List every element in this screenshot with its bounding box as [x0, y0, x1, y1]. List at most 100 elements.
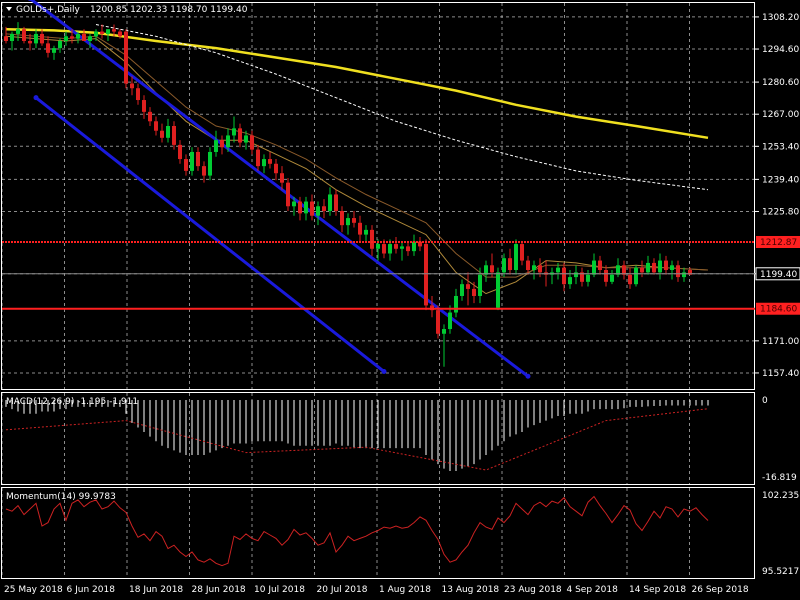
candle[interactable] [190, 147, 194, 176]
candle[interactable] [556, 262, 560, 280]
candle[interactable] [520, 241, 524, 266]
candle[interactable] [442, 324, 446, 367]
candle[interactable] [256, 144, 260, 171]
candle[interactable] [394, 236, 398, 254]
candle[interactable] [664, 255, 668, 275]
candle[interactable] [466, 272, 470, 306]
candle[interactable] [142, 95, 146, 119]
candle[interactable] [316, 201, 320, 226]
candle[interactable] [352, 210, 356, 228]
candle[interactable] [124, 29, 128, 89]
candle[interactable] [232, 116, 236, 143]
candle[interactable] [568, 270, 572, 289]
candle[interactable] [130, 76, 134, 96]
candle[interactable] [64, 31, 68, 46]
candle[interactable] [160, 123, 164, 143]
candle[interactable] [172, 121, 176, 150]
candle[interactable] [280, 166, 284, 190]
candle[interactable] [94, 29, 98, 42]
candle[interactable] [436, 305, 440, 339]
candle[interactable] [334, 189, 338, 216]
candle[interactable] [598, 255, 602, 275]
candle[interactable] [304, 196, 308, 221]
candle[interactable] [82, 29, 86, 42]
candle[interactable] [574, 265, 578, 285]
candle[interactable] [34, 29, 38, 49]
candle[interactable] [628, 267, 632, 289]
candle[interactable] [214, 130, 218, 157]
candle[interactable] [364, 225, 368, 242]
candle[interactable] [220, 135, 224, 155]
candle[interactable] [16, 22, 20, 42]
candle[interactable] [178, 140, 182, 164]
candle[interactable] [184, 154, 188, 176]
candle[interactable] [424, 239, 428, 311]
candle[interactable] [514, 239, 518, 275]
candle[interactable] [370, 225, 374, 256]
candle[interactable] [502, 253, 506, 278]
candle[interactable] [46, 36, 50, 58]
candle[interactable] [580, 267, 584, 287]
candle[interactable] [28, 33, 32, 51]
candle[interactable] [88, 33, 92, 49]
candle[interactable] [586, 270, 590, 287]
candle[interactable] [400, 241, 404, 261]
candle[interactable] [76, 31, 80, 44]
candle[interactable] [610, 270, 614, 285]
candle[interactable] [226, 128, 230, 152]
candle[interactable] [472, 281, 476, 304]
candle[interactable] [682, 267, 686, 282]
candle[interactable] [22, 26, 26, 44]
candle[interactable] [52, 45, 56, 60]
candle[interactable] [670, 260, 674, 280]
candle[interactable] [412, 234, 416, 256]
candle[interactable] [250, 130, 254, 155]
candle[interactable] [106, 29, 110, 42]
candle[interactable] [328, 187, 332, 216]
candle[interactable] [166, 118, 170, 143]
candle[interactable] [496, 267, 500, 311]
candle[interactable] [118, 29, 122, 39]
candle[interactable] [202, 161, 206, 183]
candle[interactable] [532, 260, 536, 280]
candle[interactable] [526, 255, 530, 275]
candle[interactable] [322, 199, 326, 219]
candle[interactable] [112, 24, 116, 37]
candle[interactable] [508, 248, 512, 275]
candle[interactable] [454, 288, 458, 318]
candle[interactable] [418, 236, 422, 252]
candle[interactable] [658, 253, 662, 280]
candle[interactable] [310, 194, 314, 221]
candle[interactable] [58, 38, 62, 53]
candle[interactable] [154, 116, 158, 136]
candle[interactable] [460, 279, 464, 301]
candle[interactable] [208, 147, 212, 181]
candle[interactable] [238, 123, 242, 148]
candle[interactable] [448, 305, 452, 334]
candle[interactable] [244, 130, 248, 150]
candle[interactable] [4, 26, 8, 44]
candle[interactable] [676, 260, 680, 282]
candle[interactable] [274, 159, 278, 181]
candle[interactable] [358, 215, 362, 242]
candle[interactable] [592, 253, 596, 278]
candle[interactable] [346, 213, 350, 235]
candle[interactable] [148, 107, 152, 127]
candle[interactable] [286, 177, 290, 211]
candle[interactable] [406, 241, 410, 256]
candle[interactable] [268, 151, 272, 169]
candle[interactable] [10, 31, 14, 51]
candle[interactable] [622, 260, 626, 280]
candle[interactable] [634, 265, 638, 287]
candle[interactable] [298, 196, 302, 221]
candle[interactable] [136, 83, 140, 105]
candle[interactable] [640, 260, 644, 278]
candle[interactable] [604, 265, 608, 287]
dropdown-triangle-icon[interactable] [6, 7, 12, 11]
candle[interactable] [196, 147, 200, 171]
macd-panel[interactable] [1, 392, 755, 485]
candle[interactable] [484, 260, 488, 282]
candle[interactable] [340, 206, 344, 233]
candle[interactable] [652, 258, 656, 275]
candle[interactable] [646, 255, 650, 275]
